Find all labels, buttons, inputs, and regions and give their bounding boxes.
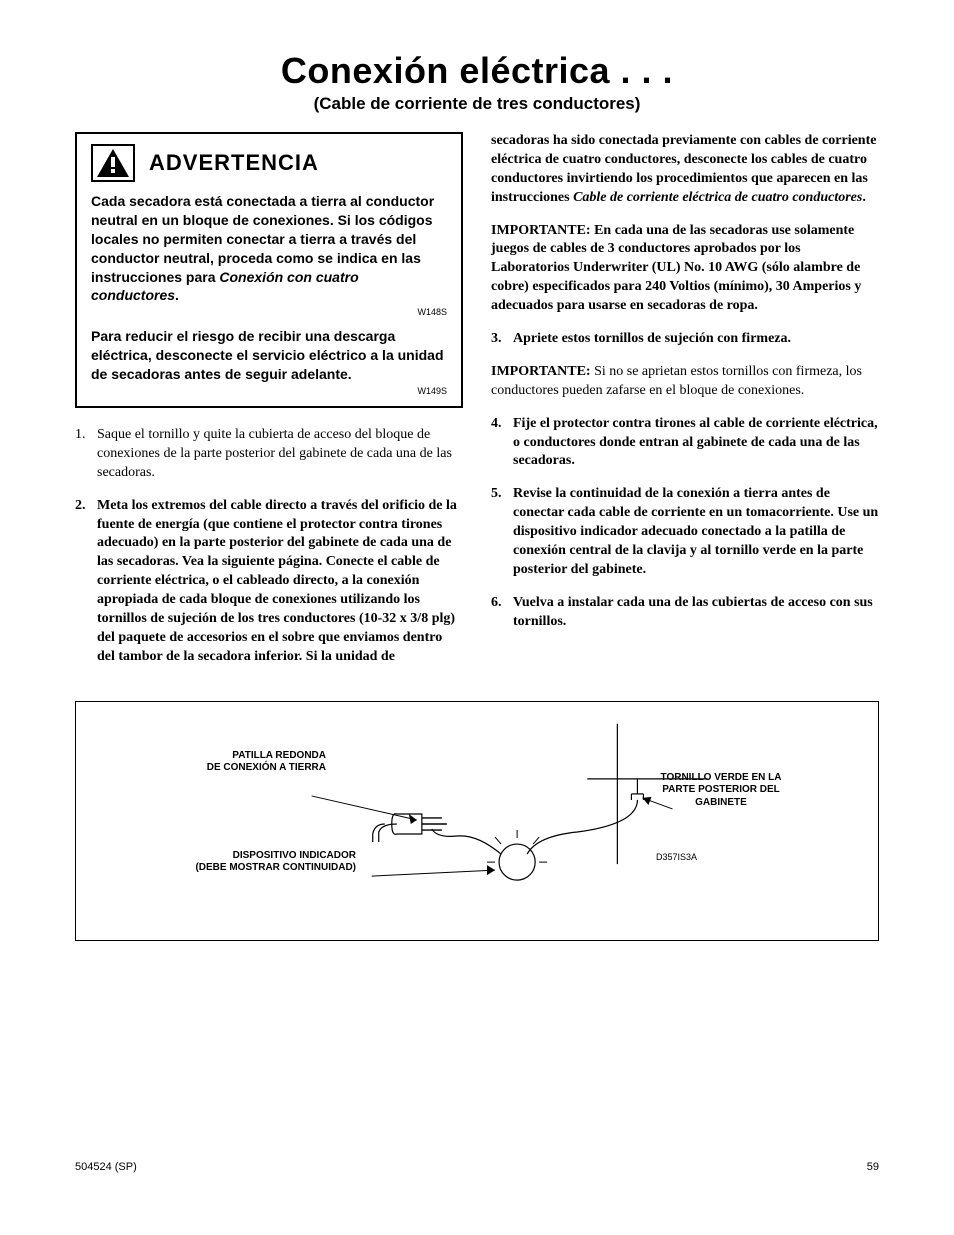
warning-heading: ADVERTENCIA bbox=[149, 150, 319, 176]
footer-doc-id: 504524 (SP) bbox=[75, 1161, 137, 1173]
important-note-1: IMPORTANTE: En cada una de las secadoras… bbox=[491, 222, 879, 316]
warning-paragraph-2: Para reducir el riesgo de recibir una de… bbox=[91, 327, 447, 384]
step-2: Meta los extremos del cable directo a tr… bbox=[75, 497, 463, 667]
page-subtitle: (Cable de corriente de tres conductores) bbox=[75, 94, 879, 114]
label-screw-l3: GABINETE bbox=[695, 797, 747, 808]
warning-p1-post: . bbox=[175, 287, 179, 303]
two-column-layout: ADVERTENCIA Cada secadora está conectada… bbox=[75, 132, 879, 681]
page-title: Conexión eléctrica . . . bbox=[75, 50, 879, 92]
step-2-continuation: secadoras ha sido conectada previamente … bbox=[491, 132, 879, 208]
label-screw: TORNILLO VERDE EN LA PARTE POSTERIOR DEL… bbox=[636, 772, 806, 810]
cont-ital: Cable de corriente eléctrica de cuatro c… bbox=[573, 190, 862, 205]
label-indicator-l1: DISPOSITIVO INDICADOR bbox=[233, 850, 356, 861]
step-6: Vuelva a instalar cada una de las cubier… bbox=[491, 594, 879, 632]
right-column: secadoras ha sido conectada previamente … bbox=[491, 132, 879, 646]
step-3: Apriete estos tornillos de sujeción con … bbox=[491, 330, 879, 349]
left-column: ADVERTENCIA Cada secadora está conectada… bbox=[75, 132, 463, 681]
important-note-2: IMPORTANTE: Si no se aprietan estos torn… bbox=[491, 363, 879, 401]
right-steps-a: Apriete estos tornillos de sujeción con … bbox=[491, 330, 879, 349]
label-indicator: DISPOSITIVO INDICADOR (DEBE MOSTRAR CONT… bbox=[136, 850, 356, 875]
label-ground-pin: PATILLA REDONDA DE CONEXIÓN A TIERRA bbox=[166, 750, 326, 775]
step-4: Fije el protector contra tirones al cabl… bbox=[491, 415, 879, 472]
left-steps: Saque el tornillo y quite la cubierta de… bbox=[75, 426, 463, 667]
cont-post: . bbox=[862, 190, 866, 205]
warning-header: ADVERTENCIA bbox=[91, 144, 447, 182]
continuity-diagram: PATILLA REDONDA DE CONEXIÓN A TIERRA DIS… bbox=[75, 701, 879, 941]
page-footer: 504524 (SP) 59 bbox=[75, 1161, 879, 1173]
right-steps-b: Fije el protector contra tirones al cabl… bbox=[491, 415, 879, 632]
warning-code-2: W149S bbox=[91, 386, 447, 396]
label-ground-pin-l1: PATILLA REDONDA bbox=[232, 750, 326, 761]
label-screw-l2: PARTE POSTERIOR DEL bbox=[662, 784, 780, 795]
note2-lead: IMPORTANTE: bbox=[491, 364, 594, 379]
step-1: Saque el tornillo y quite la cubierta de… bbox=[75, 426, 463, 483]
label-ground-pin-l2: DE CONEXIÓN A TIERRA bbox=[207, 762, 326, 773]
warning-icon bbox=[91, 144, 135, 182]
step-5: Revise la continuidad de la conexión a t… bbox=[491, 485, 879, 579]
diagram-ref: D357IS3A bbox=[656, 852, 697, 862]
warning-code-1: W148S bbox=[91, 307, 447, 317]
warning-box: ADVERTENCIA Cada secadora está conectada… bbox=[75, 132, 463, 408]
footer-page-number: 59 bbox=[867, 1161, 879, 1173]
label-screw-l1: TORNILLO VERDE EN LA bbox=[661, 772, 782, 783]
label-indicator-l2: (DEBE MOSTRAR CONTINUIDAD) bbox=[195, 862, 356, 873]
warning-paragraph-1: Cada secadora está conectada a tierra al… bbox=[91, 192, 447, 305]
note1-text: IMPORTANTE: En cada una de las secadoras… bbox=[491, 223, 861, 314]
